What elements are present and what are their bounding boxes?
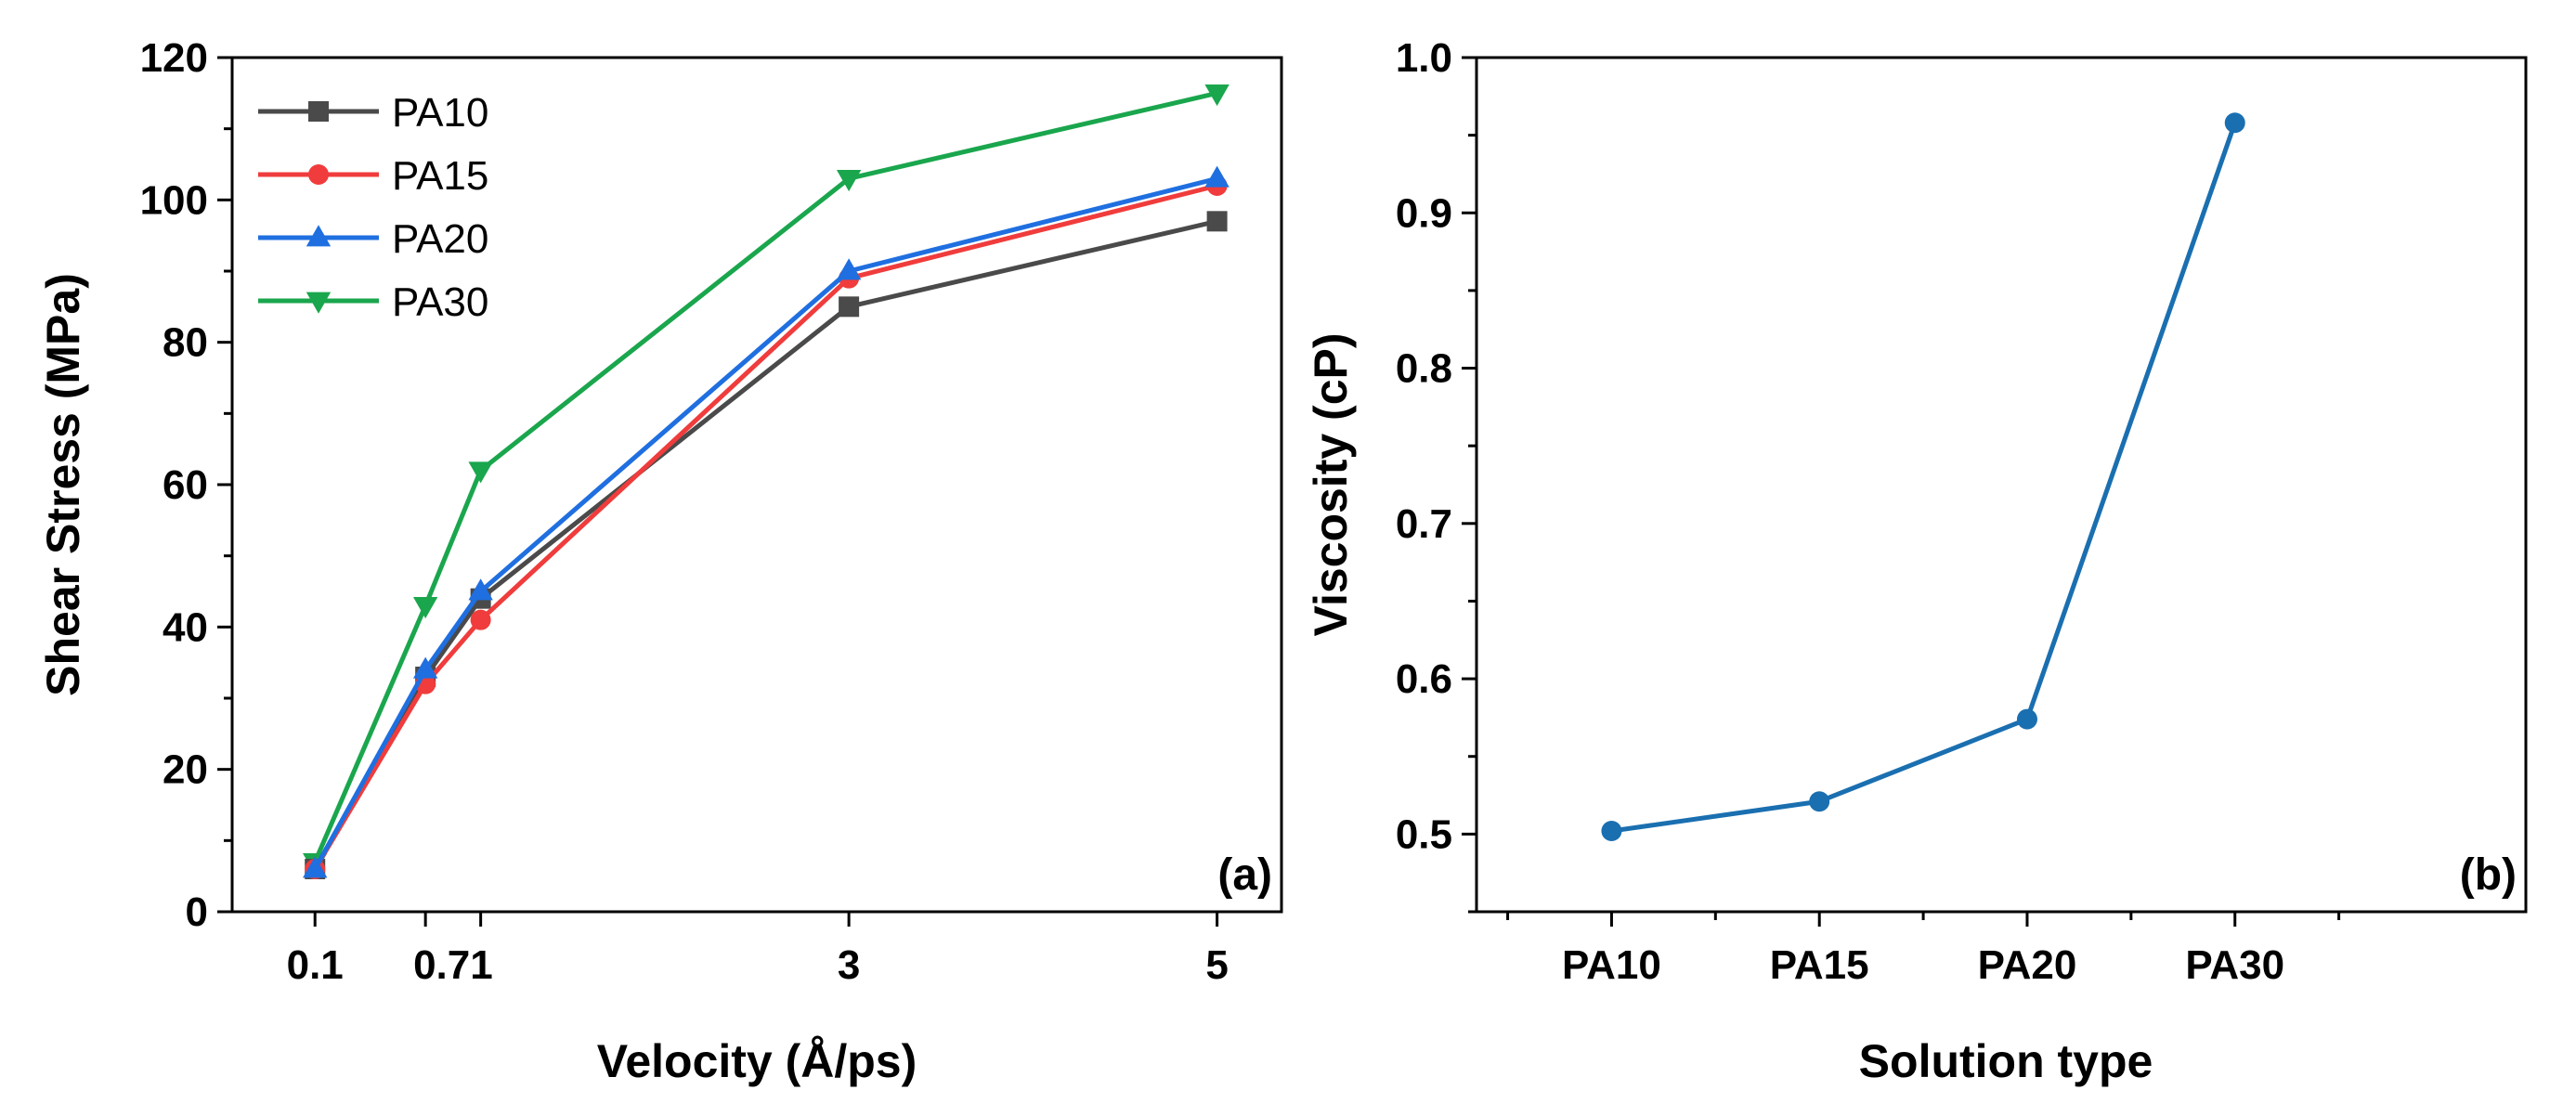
y-tick-label-a: 120 bbox=[140, 35, 208, 81]
legend-marker bbox=[306, 225, 332, 247]
legend-marker bbox=[306, 292, 332, 314]
x-tick-label-a: 3 bbox=[838, 942, 860, 988]
plot-a-frame bbox=[230, 56, 1283, 914]
y-axis-title-b: Viscosity (cP) bbox=[1305, 332, 1357, 636]
y-tick-label-a: 20 bbox=[163, 747, 208, 793]
data-point-pa10 bbox=[839, 296, 860, 318]
data-point-pa30 bbox=[468, 461, 493, 484]
series-viscosity bbox=[1601, 112, 2245, 842]
data-point-pa30 bbox=[836, 169, 862, 192]
y-tick-label-a: 40 bbox=[163, 604, 208, 650]
data-point-pa20 bbox=[468, 578, 493, 601]
legend-marker bbox=[308, 101, 329, 122]
data-point-pa30 bbox=[412, 596, 438, 619]
legend-label: PA10 bbox=[392, 90, 488, 136]
data-point-pa30 bbox=[1204, 84, 1229, 107]
data-point-viscosity bbox=[1809, 791, 1830, 812]
x-axis-b: PA10 PA15 PA20 PA30 bbox=[1506, 912, 2341, 988]
x-axis-a: 0.1 0.71 3 5 bbox=[287, 912, 1229, 988]
data-point-pa15 bbox=[470, 609, 491, 630]
data-point-viscosity bbox=[1601, 821, 1622, 842]
legend-marker bbox=[308, 164, 329, 185]
data-point-pa20 bbox=[1204, 165, 1229, 188]
y-tick-label-b: 0.7 bbox=[1396, 501, 1452, 547]
plot-b-frame bbox=[1475, 56, 2528, 914]
data-point-viscosity bbox=[2224, 112, 2245, 134]
x-tick-label-b: PA15 bbox=[1770, 942, 1869, 988]
series-group-a bbox=[303, 84, 1229, 879]
y-axis-title-a: Shear Stress (MPa) bbox=[37, 273, 89, 696]
y-axis-a: 0 20 40 60 80 100 120 bbox=[140, 35, 232, 935]
x-tick-label-b: PA20 bbox=[1978, 942, 2077, 988]
y-tick-label-b: 1.0 bbox=[1396, 35, 1452, 81]
series-group-b bbox=[1601, 112, 2245, 842]
legend-a: PA10 PA15 PA20 PA30 bbox=[258, 90, 488, 325]
x-axis-title-a: Velocity (Å/ps) bbox=[597, 1035, 917, 1087]
x-tick-label-b: PA10 bbox=[1562, 942, 1661, 988]
data-point-pa10 bbox=[1206, 211, 1228, 232]
series-pa30 bbox=[303, 84, 1229, 876]
x-tick-label-a: 0.1 bbox=[287, 942, 344, 988]
x-tick-label-a: 5 bbox=[1205, 942, 1228, 988]
y-tick-label-a: 60 bbox=[163, 462, 208, 508]
legend-label: PA30 bbox=[392, 279, 488, 325]
y-tick-label-b: 0.8 bbox=[1396, 346, 1452, 392]
y-tick-label-a: 0 bbox=[186, 889, 208, 935]
y-tick-label-b: 0.6 bbox=[1396, 656, 1452, 702]
legend-item-pa15: PA15 bbox=[258, 153, 488, 199]
series-line-pa30 bbox=[312, 90, 1218, 863]
x-axis-title-b: Solution type bbox=[1859, 1035, 2153, 1087]
data-point-pa20 bbox=[412, 656, 438, 679]
panel-label-a: (a) bbox=[1217, 850, 1272, 900]
legend-label: PA20 bbox=[392, 216, 488, 262]
y-tick-label-b: 0.9 bbox=[1396, 190, 1452, 236]
y-tick-label-a: 80 bbox=[163, 320, 208, 366]
legend-item-pa30: PA30 bbox=[258, 279, 488, 325]
x-tick-label-b: PA30 bbox=[2185, 942, 2284, 988]
y-tick-label-b: 0.5 bbox=[1396, 811, 1452, 857]
panel-b-viscosity-chart: 0.5 0.6 0.7 0.8 0.9 1.0 PA10 PA15 PA20 PA30 Visc… bbox=[1305, 35, 2528, 1087]
series-line-viscosity bbox=[1611, 122, 2238, 834]
panel-label-b: (b) bbox=[2460, 850, 2517, 900]
y-tick-label-a: 100 bbox=[140, 177, 208, 223]
legend-item-pa20: PA20 bbox=[258, 216, 488, 262]
data-point-pa20 bbox=[303, 856, 328, 878]
x-tick-label-a: 0.71 bbox=[413, 942, 493, 988]
data-point-pa20 bbox=[836, 258, 862, 280]
legend-label: PA15 bbox=[392, 153, 488, 199]
legend-item-pa10: PA10 bbox=[258, 90, 488, 136]
series-pa20 bbox=[303, 165, 1229, 878]
y-axis-b: 0.5 0.6 0.7 0.8 0.9 1.0 bbox=[1396, 35, 1477, 914]
data-point-viscosity bbox=[2016, 708, 2037, 730]
